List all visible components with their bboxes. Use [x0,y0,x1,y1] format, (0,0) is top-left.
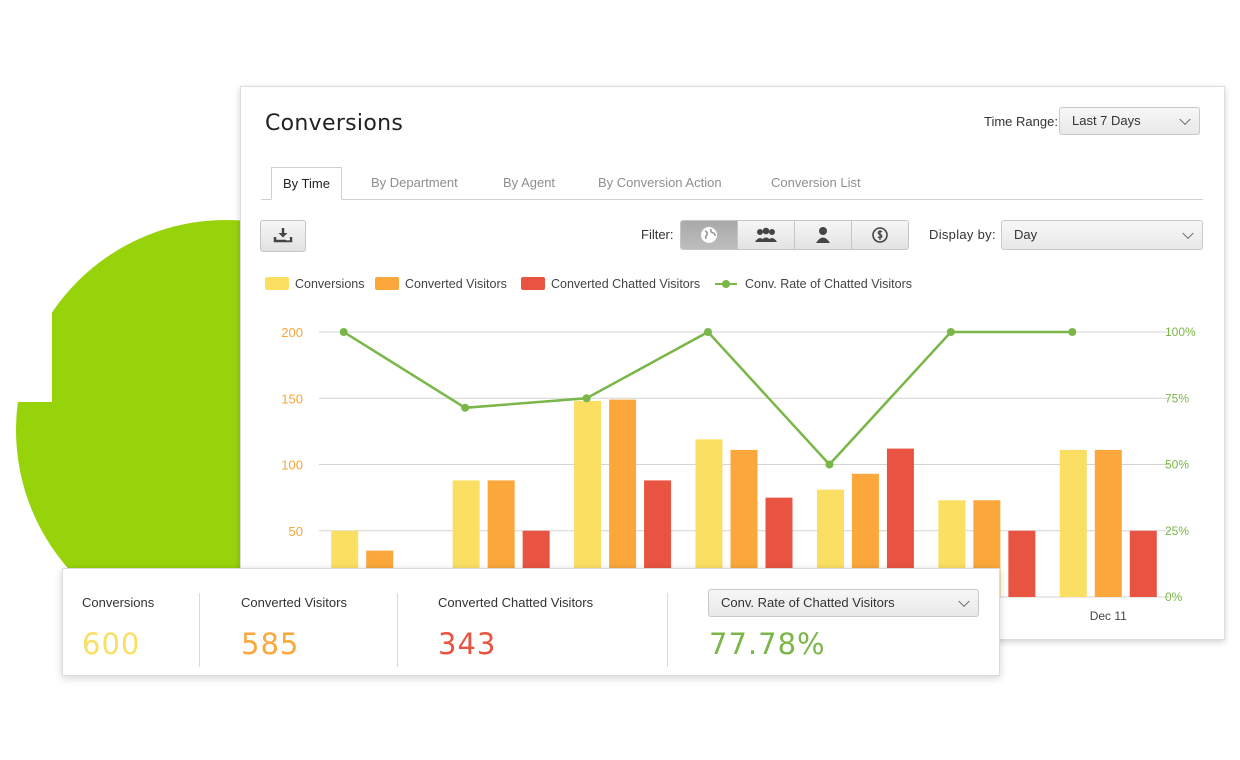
y2-tick-label: 50% [1165,458,1189,472]
y2-tick-label: 25% [1165,524,1189,538]
filter-agent-button[interactable] [795,221,852,249]
stat-value-converted-chatted-visitors: 343 [438,627,497,661]
page-title: Conversions [265,111,404,136]
x-tick-label: Dec 11 [1090,609,1127,623]
bar [574,400,602,597]
y-tick-label: 200 [281,325,303,340]
display-by-select[interactable]: Day [1001,220,1203,250]
time-range-label: Time Range: [984,114,1058,129]
conv-rate-point [825,460,834,469]
tab-label: By Agent [503,175,556,190]
conv-rate-point [461,403,470,412]
divider [199,593,200,667]
legend-label: Converted Chatted Visitors [551,277,701,291]
y-tick-label: 100 [281,458,303,473]
display-by-label: Display by: [929,227,996,242]
bar [1094,449,1122,597]
tab-bar: By Time By Department By Agent By Conver… [261,167,1203,200]
bar [1008,530,1036,597]
group-icon [755,227,777,242]
tab-by-conversion-action[interactable]: By Conversion Action [587,167,733,199]
legend-label: Conversions [295,277,365,291]
filter-all-button[interactable] [681,221,738,249]
legend-item-conv-rate[interactable]: Conv. Rate of Chatted Visitors [715,277,912,291]
time-range-select[interactable]: Last 7 Days [1059,107,1200,135]
conv-rate-point [1068,328,1077,336]
summary-bar: Conversions 600 Converted Visitors 585 C… [62,568,1000,676]
divider [397,593,398,667]
tab-by-agent[interactable]: By Agent [492,167,566,199]
stat-value-conversions: 600 [82,627,141,661]
legend-item-conversions[interactable]: Conversions [265,277,364,291]
chevron-down-icon [958,595,970,608]
conversions-chart: 50 100 150 200 0% 25% 50% 75% 100% Dec 11 [281,325,1196,623]
y2-tick-label: 0% [1165,590,1183,604]
display-by-value: Day [1014,227,1038,242]
legend-line-swatch [715,280,737,288]
bar [1129,530,1157,597]
legend-swatch [521,277,545,290]
filter-button-group [680,220,909,250]
time-range-value: Last 7 Days [1072,113,1141,128]
download-button[interactable] [260,220,306,252]
bar [1059,449,1087,597]
stat-value-conv-rate: 77.78% [709,627,826,661]
filter-groups-button[interactable] [738,221,795,249]
decorative-notch [16,220,52,402]
stat-label-converted-visitors: Converted Visitors [241,595,347,610]
stat-label-conversions: Conversions [82,595,155,610]
bar [609,399,637,597]
tab-label: Conversion List [771,175,861,190]
y2-tick-label: 100% [1165,325,1196,339]
tab-by-department[interactable]: By Department [360,167,469,199]
stat-label-converted-chatted-visitors: Converted Chatted Visitors [438,595,594,610]
download-icon [273,228,293,243]
globe-icon [701,227,717,243]
tab-label: By Conversion Action [598,175,722,190]
y-tick-label: 50 [289,524,303,539]
tab-label: By Time [283,176,330,191]
tab-label: By Department [371,175,458,190]
rate-metric-value: Conv. Rate of Chatted Visitors [721,595,895,610]
legend-item-converted-chatted-visitors[interactable]: Converted Chatted Visitors [521,277,700,291]
filter-conversion-button[interactable] [852,221,908,249]
tab-by-time[interactable]: By Time [271,167,342,200]
currency-cycle-icon [872,227,888,243]
stat-value-converted-visitors: 585 [241,627,300,661]
filter-label: Filter: [641,227,674,242]
conv-rate-point [946,328,955,336]
legend-swatch [375,277,399,290]
y2-tick-label: 75% [1165,391,1189,405]
legend-label: Conv. Rate of Chatted Visitors [745,277,912,291]
legend-label: Converted Visitors [405,277,507,291]
conv-rate-point [704,328,712,336]
divider [667,593,668,667]
conv-rate-point [582,394,591,403]
rate-metric-select[interactable]: Conv. Rate of Chatted Visitors [708,589,979,617]
legend-item-converted-visitors[interactable]: Converted Visitors [375,277,507,291]
conversions-panel: Conversions Time Range: Last 7 Days By T… [240,86,1225,640]
legend-swatch [265,277,289,290]
person-icon [816,227,830,243]
y-tick-label: 150 [281,391,303,406]
tab-conversion-list[interactable]: Conversion List [760,167,872,199]
conv-rate-point [339,328,348,336]
